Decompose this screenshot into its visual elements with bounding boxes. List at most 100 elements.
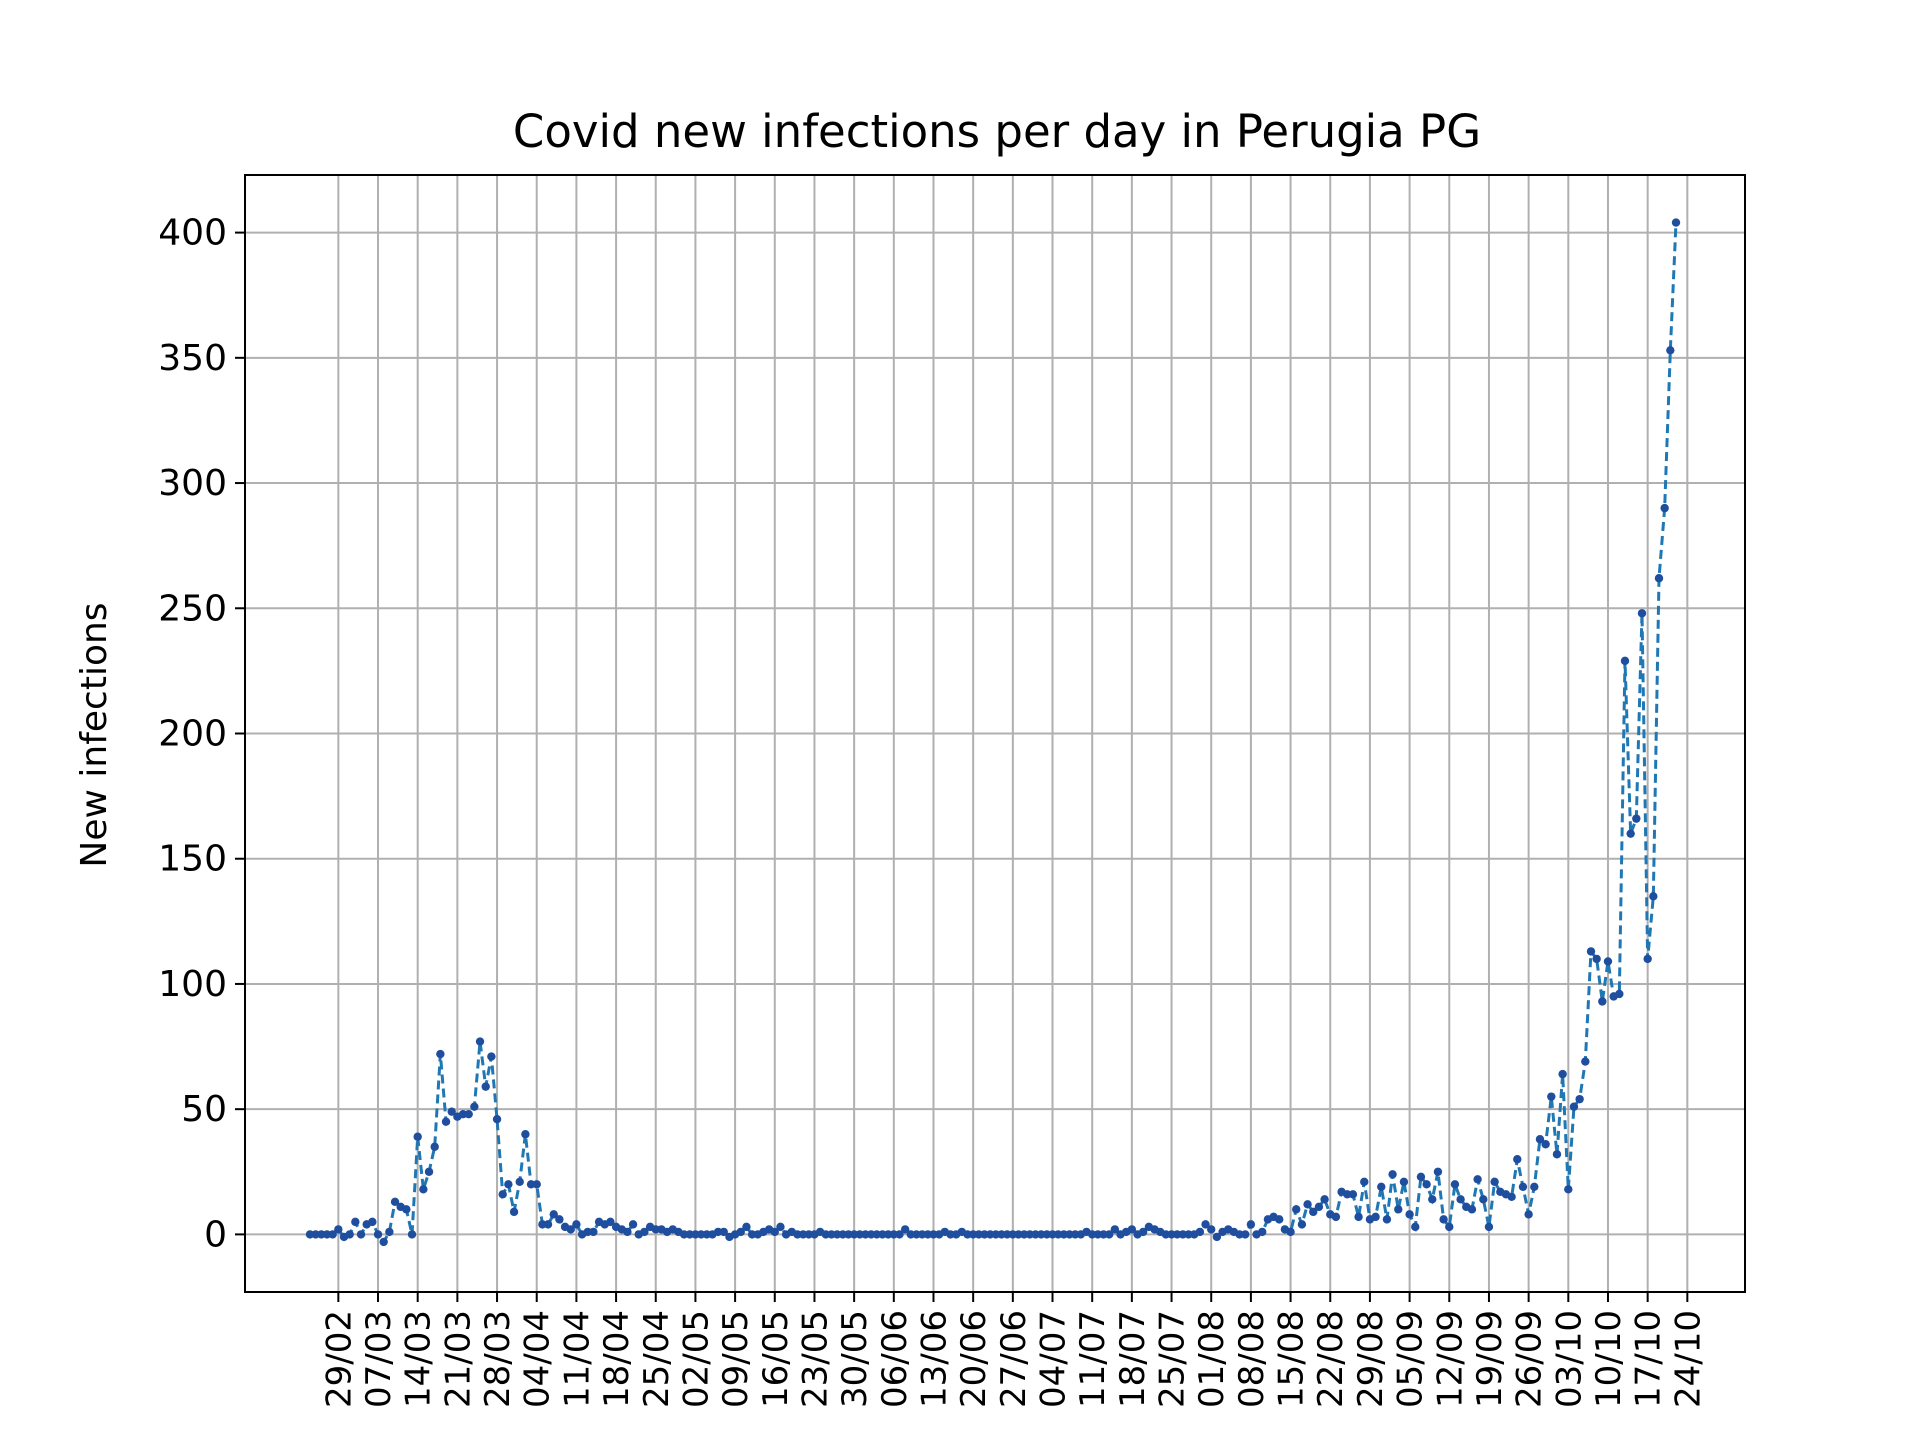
data-point [1547,1092,1556,1101]
data-point [481,1082,490,1091]
x-tick-label: 15/08 [1272,1310,1312,1408]
data-point [464,1109,473,1119]
x-tick-label: 20/06 [954,1310,994,1408]
data-point [475,1037,485,1046]
data-point [1564,1185,1573,1194]
x-tick-label: 30/05 [835,1310,875,1408]
data-point [356,1230,366,1239]
y-tick-label: 300 [158,463,227,504]
data-point [1598,997,1607,1006]
x-tick-label: 29/08 [1351,1310,1391,1408]
data-point [1479,1195,1488,1204]
x-tick-label: 16/05 [756,1310,796,1408]
y-tick-label: 400 [158,213,227,254]
data-point [345,1230,354,1239]
data-point [1360,1177,1369,1187]
data-point [436,1049,445,1059]
x-tick-label: 10/10 [1589,1310,1629,1408]
data-point [390,1197,400,1207]
x-tick-label: 29/02 [319,1310,359,1408]
x-tick-label: 12/09 [1430,1310,1470,1408]
data-point [1620,656,1630,666]
data-point [1212,1232,1222,1242]
data-point [1275,1215,1284,1224]
data-point [1643,954,1652,964]
x-tick-label: 21/03 [438,1310,478,1408]
data-point [1535,1135,1545,1144]
data-point [521,1130,530,1139]
data-point [776,1222,785,1232]
x-tick-label: 19/09 [1470,1310,1510,1408]
data-point [1581,1057,1590,1066]
data-point [1303,1200,1312,1209]
x-tick-label: 25/07 [1153,1310,1193,1408]
data-point [1411,1222,1420,1232]
data-point [1297,1220,1307,1229]
data-point [770,1227,779,1237]
data-point [1405,1210,1414,1219]
data-point [328,1230,337,1239]
data-point [419,1185,428,1194]
y-tick-label: 50 [181,1089,227,1130]
x-tick-label: 25/04 [637,1310,677,1408]
data-point [549,1210,558,1219]
data-point [373,1230,383,1239]
grid [245,175,1745,1292]
y-axis-label: New infections [74,602,115,867]
x-tick-label: 11/07 [1073,1310,1113,1408]
x-tick-label: 09/05 [716,1310,756,1408]
data-point [1382,1215,1392,1224]
data-point [509,1207,519,1217]
data-point [515,1177,524,1187]
x-tick-label: 11/04 [557,1310,597,1408]
data-point [1127,1225,1137,1234]
data-point [1439,1215,1448,1224]
y-tick-label: 100 [158,964,227,1005]
data-point [1671,218,1681,227]
data-point [1309,1207,1318,1217]
data-point [543,1220,553,1229]
data-point [430,1142,439,1151]
x-tick-label: 27/06 [994,1310,1034,1408]
data-series [305,218,1681,1247]
data-point [385,1227,394,1237]
data-point [1314,1202,1324,1212]
x-tick-label: 13/06 [914,1310,954,1408]
data-point [1258,1227,1267,1237]
data-point [1292,1205,1301,1214]
data-point [407,1230,417,1239]
data-point [334,1225,343,1234]
data-point [1666,346,1675,355]
data-point [402,1205,411,1214]
data-point [1445,1222,1454,1232]
x-tick-label: 02/05 [676,1310,716,1408]
y-tick-label: 250 [158,588,227,629]
data-point [736,1227,745,1237]
data-point [532,1180,541,1189]
data-point [424,1167,434,1176]
data-point [1592,954,1601,964]
data-point [1286,1227,1295,1237]
data-point [441,1117,451,1126]
data-point [1399,1177,1409,1187]
data-point [1473,1175,1482,1184]
data-point [606,1217,615,1227]
x-tick-label: 04/04 [518,1310,558,1408]
data-point [1241,1230,1250,1239]
data-point [1450,1180,1460,1189]
data-point [1388,1170,1397,1179]
data-point [900,1225,910,1234]
x-tick-label: 22/08 [1311,1310,1351,1408]
x-tick-label: 18/07 [1113,1310,1153,1408]
data-point [1603,957,1613,966]
data-point [1416,1172,1426,1181]
data-point [1649,892,1658,901]
x-tick-label: 07/03 [359,1310,399,1408]
data-point [1377,1182,1386,1192]
data-point [1139,1227,1148,1237]
x-tick-label: 08/08 [1232,1310,1272,1408]
x-tick-label: 01/08 [1192,1310,1232,1408]
x-tick-label: 23/05 [795,1310,835,1408]
data-point [379,1237,388,1247]
